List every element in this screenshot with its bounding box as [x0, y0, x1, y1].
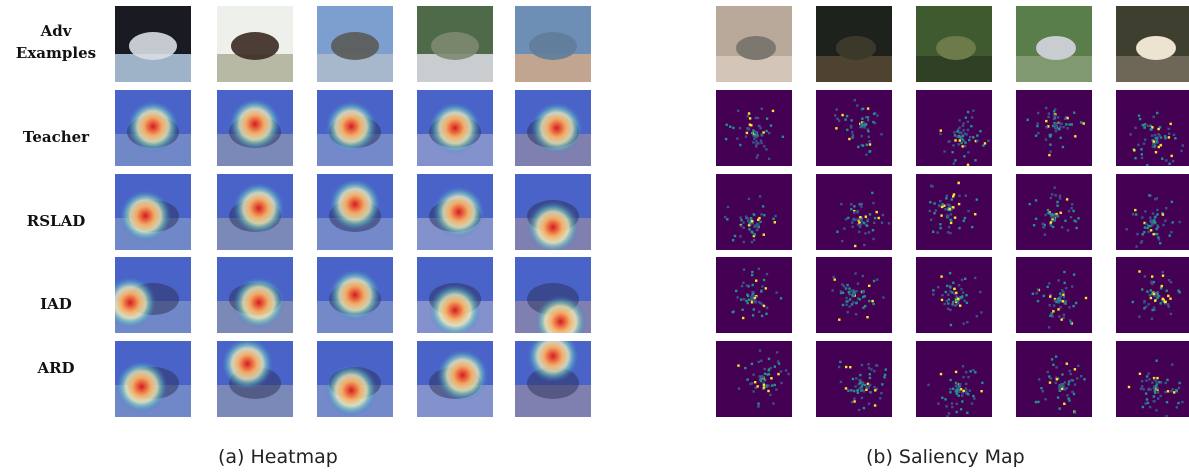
row-label-rslad: RSLAD: [0, 210, 112, 232]
iad-saliency-map: [1016, 257, 1092, 333]
row-label-ard: ARD: [0, 357, 112, 379]
adv-example-image: [716, 6, 792, 82]
teacher-saliency-map: [916, 90, 992, 166]
row-label-iad: IAD: [0, 293, 112, 315]
adv-example-image: [1116, 6, 1189, 82]
teacher-heatmap: [115, 90, 191, 166]
iad-saliency-map: [716, 257, 792, 333]
iad-saliency-map: [816, 257, 892, 333]
ard-saliency-map: [1116, 341, 1189, 417]
adv-example-image: [1016, 6, 1092, 82]
row-label-line: RSLAD: [0, 210, 112, 232]
teacher-saliency-map: [1116, 90, 1189, 166]
rslad-heatmap: [115, 174, 191, 250]
ard-saliency-map: [916, 341, 992, 417]
adv-example-image: [217, 6, 293, 82]
teacher-heatmap: [317, 90, 393, 166]
row-label-line: Teacher: [0, 126, 112, 148]
ard-heatmap: [417, 341, 493, 417]
rslad-heatmap: [217, 174, 293, 250]
teacher-heatmap: [217, 90, 293, 166]
rslad-heatmap: [515, 174, 591, 250]
iad-saliency-map: [916, 257, 992, 333]
ard-heatmap: [515, 341, 591, 417]
ard-heatmap: [217, 341, 293, 417]
iad-heatmap: [217, 257, 293, 333]
adv-example-image: [515, 6, 591, 82]
teacher-saliency-map: [816, 90, 892, 166]
rslad-saliency-map: [1116, 174, 1189, 250]
row-label-line: Adv: [0, 20, 112, 42]
ard-heatmap: [115, 341, 191, 417]
adv-example-image: [816, 6, 892, 82]
ard-saliency-map: [1016, 341, 1092, 417]
rslad-saliency-map: [816, 174, 892, 250]
caption-saliency: (b) Saliency Map: [866, 446, 1025, 468]
row-label-teacher: Teacher: [0, 126, 112, 148]
row-label-line: ARD: [0, 357, 112, 379]
adv-example-image: [317, 6, 393, 82]
row-label-line: IAD: [0, 293, 112, 315]
ard-saliency-map: [716, 341, 792, 417]
caption-heatmap: (a) Heatmap: [218, 446, 338, 468]
rslad-saliency-map: [1016, 174, 1092, 250]
iad-heatmap: [317, 257, 393, 333]
teacher-saliency-map: [1016, 90, 1092, 166]
iad-saliency-map: [1116, 257, 1189, 333]
row-label-line: Examples: [0, 42, 112, 64]
row-label-adv-examples: Adv Examples: [0, 20, 112, 64]
teacher-heatmap: [417, 90, 493, 166]
teacher-saliency-map: [716, 90, 792, 166]
rslad-saliency-map: [916, 174, 992, 250]
iad-heatmap: [417, 257, 493, 333]
rslad-saliency-map: [716, 174, 792, 250]
teacher-heatmap: [515, 90, 591, 166]
adv-example-image: [916, 6, 992, 82]
ard-saliency-map: [816, 341, 892, 417]
rslad-heatmap: [417, 174, 493, 250]
adv-example-image: [417, 6, 493, 82]
ard-heatmap: [317, 341, 393, 417]
iad-heatmap: [515, 257, 591, 333]
rslad-heatmap: [317, 174, 393, 250]
adv-example-image: [115, 6, 191, 82]
iad-heatmap: [115, 257, 191, 333]
